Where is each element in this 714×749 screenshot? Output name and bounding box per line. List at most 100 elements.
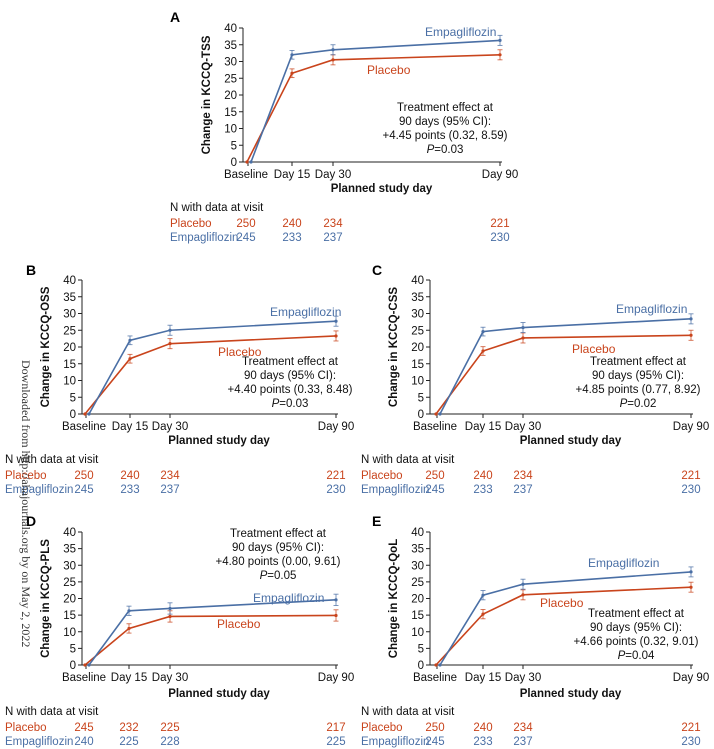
y-tick-label: 10	[224, 124, 237, 136]
y-tick-label: 40	[63, 527, 76, 539]
annotation-line: P=0.04	[618, 650, 655, 662]
data-point	[521, 593, 525, 597]
n-value: 225	[119, 736, 138, 748]
n-value: 233	[120, 484, 139, 496]
p-value: =0.02	[627, 398, 656, 410]
p-symbol: P	[427, 144, 435, 156]
annotation-line: 90 days (95% CI):	[232, 542, 324, 554]
y-tick-label: 40	[224, 23, 237, 35]
series-line-placebo	[246, 54, 501, 163]
n-table-header: N with data at visit	[170, 202, 264, 214]
annotation-line: P=0.03	[272, 398, 309, 410]
y-axis-title: Change in KCCQ-PLS	[40, 539, 52, 658]
y-tick-label: 25	[63, 577, 76, 589]
data-point	[290, 53, 294, 57]
data-point	[689, 333, 693, 337]
y-tick-label: 5	[418, 392, 424, 404]
data-point	[521, 582, 525, 586]
n-value: 234	[513, 722, 533, 734]
data-point	[334, 334, 338, 338]
n-value: 245	[425, 736, 444, 748]
series-label-placebo: Placebo	[367, 63, 411, 77]
p-symbol: P	[260, 570, 268, 582]
x-tick-label: Baseline	[224, 169, 268, 181]
x-tick-label: Day 15	[465, 421, 501, 433]
annotation-line: 90 days (95% CI):	[244, 370, 336, 382]
data-point	[689, 585, 693, 589]
annotation-line: +4.66 points (0.32, 9.01)	[574, 636, 699, 648]
data-point	[498, 38, 502, 42]
data-point	[689, 317, 693, 321]
n-value: 237	[323, 232, 342, 244]
data-point	[249, 160, 253, 164]
data-point	[481, 612, 485, 616]
n-value: 250	[425, 470, 444, 482]
y-tick-label: 30	[411, 560, 424, 572]
x-axis-title: Planned study day	[331, 183, 433, 195]
n-value: 237	[513, 484, 532, 496]
n-table-header: N with data at visit	[361, 454, 455, 466]
annotation-line: +4.85 points (0.77, 8.92)	[576, 384, 701, 396]
data-point	[168, 342, 172, 346]
data-point	[168, 328, 172, 332]
y-tick-label: 20	[224, 90, 237, 102]
data-point	[481, 349, 485, 353]
x-axis-title: Planned study day	[520, 688, 622, 700]
series-label-empagliflozin: Empagliflozin	[588, 556, 659, 570]
series-label-placebo: Placebo	[218, 345, 262, 359]
p-value: =0.03	[434, 144, 463, 156]
panel-letter: E	[372, 513, 381, 529]
y-tick-label: 30	[224, 57, 237, 69]
annotation-line: 90 days (95% CI):	[592, 370, 684, 382]
y-tick-label: 30	[63, 309, 76, 321]
annotation-line: P=0.02	[620, 398, 657, 410]
y-tick-label: 35	[411, 292, 424, 304]
annotation-line: P=0.05	[260, 570, 297, 582]
x-tick-label: Day 90	[673, 672, 709, 684]
n-value: 225	[160, 722, 179, 734]
y-tick-label: 25	[411, 577, 424, 589]
n-value: 221	[681, 722, 700, 734]
annotation-line: P=0.03	[427, 144, 464, 156]
y-tick-label: 10	[63, 627, 76, 639]
series-line-placebo	[435, 586, 692, 666]
y-tick-label: 20	[63, 342, 76, 354]
panel-e: E 0 5 10 15 20 25 30 35 40 Baseline Day 15 Day 30 Day…	[361, 513, 709, 748]
x-tick-label: Day 30	[505, 672, 541, 684]
annotation-line: 90 days (95% CI):	[590, 622, 682, 634]
x-tick-label: Baseline	[62, 421, 106, 433]
n-value: 228	[160, 736, 179, 748]
n-value: 240	[74, 736, 93, 748]
y-tick-label: 15	[224, 107, 237, 119]
y-tick-label: 15	[63, 359, 76, 371]
series-line-empagliflozin	[250, 39, 501, 163]
watermark: Downloaded from http://ahajournals.org b…	[19, 360, 33, 648]
y-tick-label: 25	[224, 73, 237, 85]
n-row-label: Empagliflozin	[5, 484, 73, 496]
n-value: 230	[681, 484, 700, 496]
data-point	[331, 48, 335, 52]
n-value: 233	[473, 736, 492, 748]
n-value: 234	[160, 470, 180, 482]
data-point	[438, 412, 442, 416]
n-row-label: Empagliflozin	[361, 484, 429, 496]
panel-letter: B	[26, 262, 36, 278]
p-value: =0.03	[279, 398, 308, 410]
x-tick-label: Day 90	[673, 421, 709, 433]
x-tick-label: Day 90	[318, 672, 354, 684]
n-value: 234	[323, 218, 343, 230]
n-value: 250	[236, 218, 255, 230]
annotation-line: Treatment effect at	[230, 528, 327, 540]
x-tick-label: Day 90	[318, 421, 354, 433]
y-tick-label: 0	[418, 660, 424, 672]
series-line-empagliflozin	[88, 599, 337, 666]
n-value: 221	[681, 470, 700, 482]
y-axis-title: Change in KCCQ-QoL	[388, 539, 400, 658]
data-point	[438, 663, 442, 667]
data-point	[334, 598, 338, 602]
p-value: =0.05	[267, 570, 296, 582]
data-point	[331, 58, 335, 62]
n-value: 221	[490, 218, 509, 230]
n-value: 240	[473, 722, 492, 734]
n-value: 225	[326, 736, 345, 748]
